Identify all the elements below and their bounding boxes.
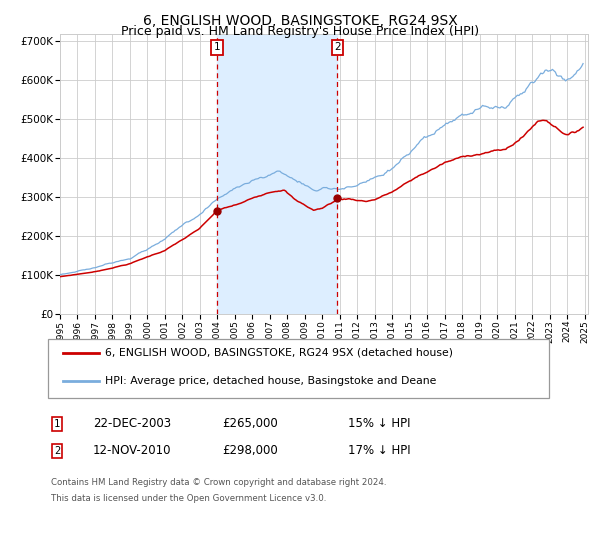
Text: 6, ENGLISH WOOD, BASINGSTOKE, RG24 9SX (detached house): 6, ENGLISH WOOD, BASINGSTOKE, RG24 9SX (… [105,348,453,358]
Text: HPI: Average price, detached house, Basingstoke and Deane: HPI: Average price, detached house, Basi… [105,376,436,386]
Text: £265,000: £265,000 [222,417,278,431]
Text: Price paid vs. HM Land Registry's House Price Index (HPI): Price paid vs. HM Land Registry's House … [121,25,479,38]
Text: 1: 1 [54,419,60,429]
Text: 6, ENGLISH WOOD, BASINGSTOKE, RG24 9SX: 6, ENGLISH WOOD, BASINGSTOKE, RG24 9SX [143,14,457,28]
Text: 2: 2 [334,42,341,52]
Text: 15% ↓ HPI: 15% ↓ HPI [348,417,410,431]
Text: 12-NOV-2010: 12-NOV-2010 [93,444,172,458]
Text: 22-DEC-2003: 22-DEC-2003 [93,417,171,431]
Text: 17% ↓ HPI: 17% ↓ HPI [348,444,410,458]
Text: £298,000: £298,000 [222,444,278,458]
Text: Contains HM Land Registry data © Crown copyright and database right 2024.: Contains HM Land Registry data © Crown c… [51,478,386,487]
Text: 1: 1 [214,42,220,52]
Bar [217,34,337,314]
Text: 2: 2 [54,446,60,456]
Text: This data is licensed under the Open Government Licence v3.0.: This data is licensed under the Open Gov… [51,494,326,503]
